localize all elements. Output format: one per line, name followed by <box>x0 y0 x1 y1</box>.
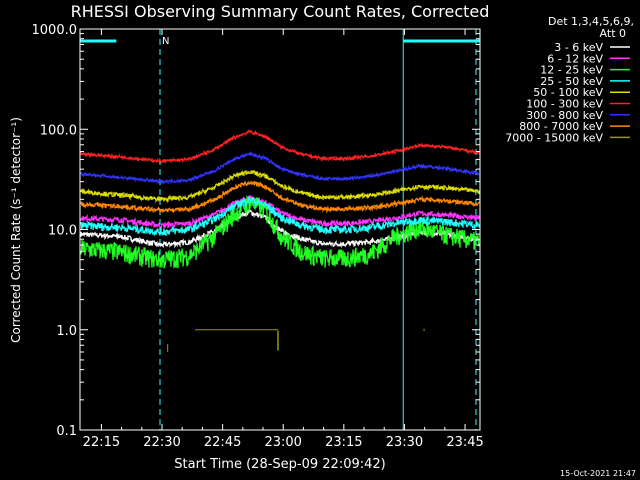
y-tick-label: 1.0 <box>56 324 77 339</box>
series-line-100-300keV <box>80 129 480 165</box>
legend-label: 7000 - 15000 keV <box>505 131 603 144</box>
legend-label: 12 - 25 keV <box>540 64 603 77</box>
chart-title: RHESSI Observing Summary Count Rates, Co… <box>71 2 490 21</box>
x-axis-title: Start Time (28-Sep-09 22:09:42) <box>174 457 385 472</box>
x-tick-label: 23:30 <box>386 435 423 450</box>
y-axis-title: Corrected Count Rate (s⁻¹ detector⁻¹) <box>9 117 23 343</box>
series-line-25-50keV <box>80 196 480 237</box>
x-tick-label: 22:45 <box>204 435 241 450</box>
series-line-6-12keV <box>80 195 480 230</box>
legend-header-detectors: Det 1,3,4,5,6,9, <box>548 15 634 28</box>
legend-label: 3 - 6 keV <box>554 41 603 54</box>
legend-label: 100 - 300 keV <box>526 98 603 111</box>
x-tick-label: 23:45 <box>446 435 483 450</box>
x-tick-label: 23:00 <box>264 435 301 450</box>
y-tick-label: 10.0 <box>48 224 77 239</box>
y-tick-label: 100.0 <box>40 123 77 138</box>
legend-label: 50 - 100 keV <box>533 86 603 99</box>
y-tick-label: 1000.0 <box>32 23 78 38</box>
legend-label: 25 - 50 keV <box>540 75 603 88</box>
series-line-300-800keV <box>80 150 480 185</box>
series-line-3-6keV <box>80 207 480 249</box>
series-line-50-100keV <box>80 170 480 204</box>
series-line-12-25keV <box>80 195 480 269</box>
series-line-800-7000keV <box>80 180 480 214</box>
x-tick-label: 22:15 <box>83 435 120 450</box>
x-tick-label: 22:30 <box>143 435 180 450</box>
legend-label: 800 - 7000 keV <box>519 120 603 133</box>
x-tick-label: 23:15 <box>325 435 362 450</box>
y-tick-label: 0.1 <box>56 424 77 439</box>
legend-label: 300 - 800 keV <box>526 109 603 122</box>
night-marker-label: N <box>162 36 169 47</box>
footer-date: 15-Oct-2021 21:47 <box>560 469 636 478</box>
legend-label: 6 - 12 keV <box>547 52 603 65</box>
legend-header-attenuator: Att 0 <box>600 27 626 40</box>
